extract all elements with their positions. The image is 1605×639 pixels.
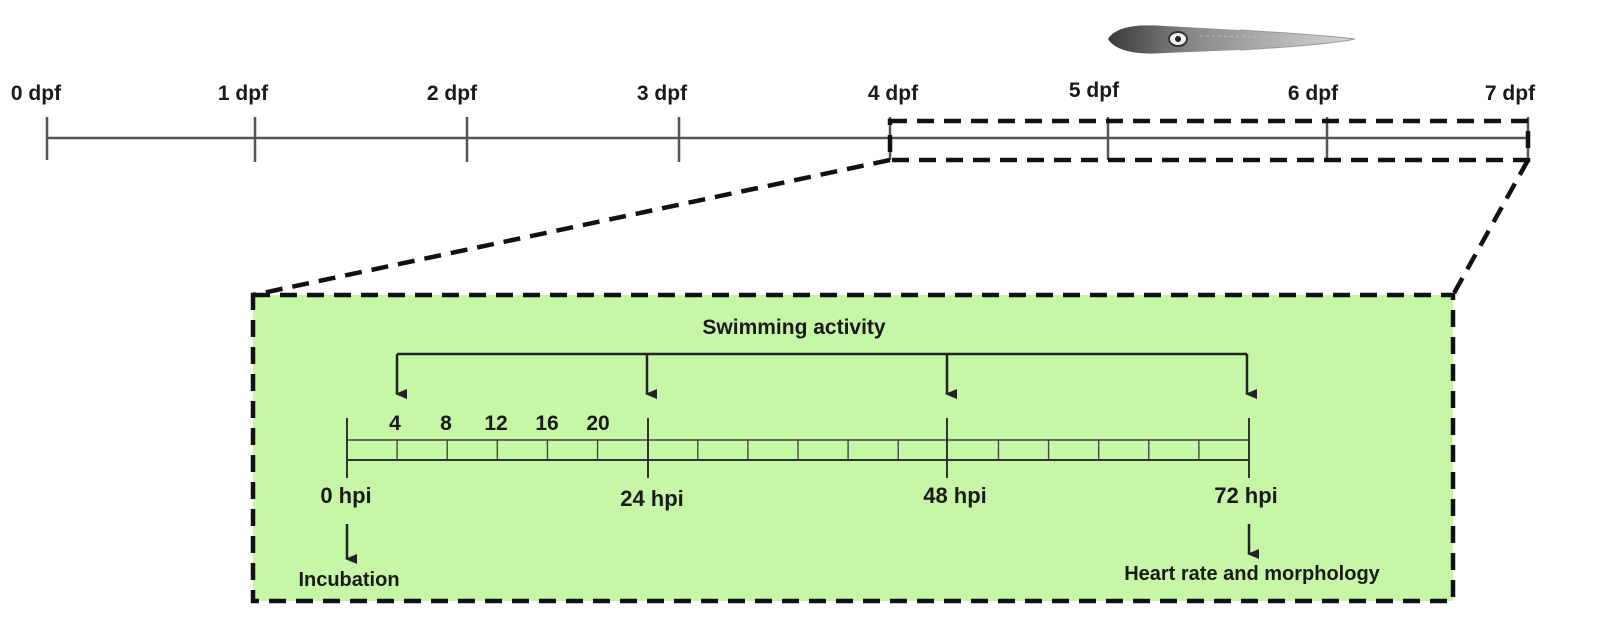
swimming-bracket bbox=[395, 352, 1257, 399]
hourly-ruler bbox=[346, 418, 1250, 478]
dpf-label-5: 5 dpf bbox=[1069, 79, 1120, 102]
zebrafish-larva-image bbox=[1108, 25, 1356, 54]
zoom-connector-right bbox=[1451, 158, 1530, 297]
hpi-labels: 0 hpi 24 hpi 48 hpi 72 hpi bbox=[320, 483, 1277, 511]
dpf-label-1: 1 dpf bbox=[218, 82, 269, 105]
dpf-label-6: 6 dpf bbox=[1288, 82, 1339, 105]
dpf-label-0: 0 dpf bbox=[11, 82, 62, 105]
zoom-connector-left bbox=[252, 157, 891, 298]
inset-heading: Swimming activity bbox=[702, 316, 886, 339]
hpi-label-24: 24 hpi bbox=[620, 486, 684, 511]
dpf-labels: 0 dpf 1 dpf 2 dpf 3 dpf 4 dpf 5 dpf 6 dp… bbox=[11, 79, 1536, 105]
dpf-label-7: 7 dpf bbox=[1485, 82, 1536, 105]
hour-label-16: 16 bbox=[535, 412, 558, 435]
ruler-minor-ticks bbox=[396, 440, 1200, 460]
heart-rate-morphology-label: Heart rate and morphology bbox=[1124, 563, 1380, 585]
hour-label-12: 12 bbox=[484, 412, 507, 435]
dpf-ticks bbox=[45, 117, 1530, 162]
dpf-label-3: 3 dpf bbox=[637, 82, 688, 105]
hour-labels: 4 8 12 16 20 bbox=[389, 412, 610, 435]
hpi-label-72: 72 hpi bbox=[1214, 483, 1278, 508]
hpi-label-48: 48 hpi bbox=[923, 483, 987, 508]
incubation-label: Incubation bbox=[298, 569, 399, 591]
zoom-highlight-box bbox=[887, 118, 1531, 163]
hpi-label-0: 0 hpi bbox=[320, 483, 371, 508]
inset-panel bbox=[250, 292, 1456, 604]
dpf-label-4: 4 dpf bbox=[868, 82, 919, 105]
dpf-label-2: 2 dpf bbox=[427, 82, 478, 105]
hour-label-20: 20 bbox=[586, 412, 609, 435]
hour-label-8: 8 bbox=[440, 412, 452, 435]
hour-label-4: 4 bbox=[389, 412, 401, 435]
